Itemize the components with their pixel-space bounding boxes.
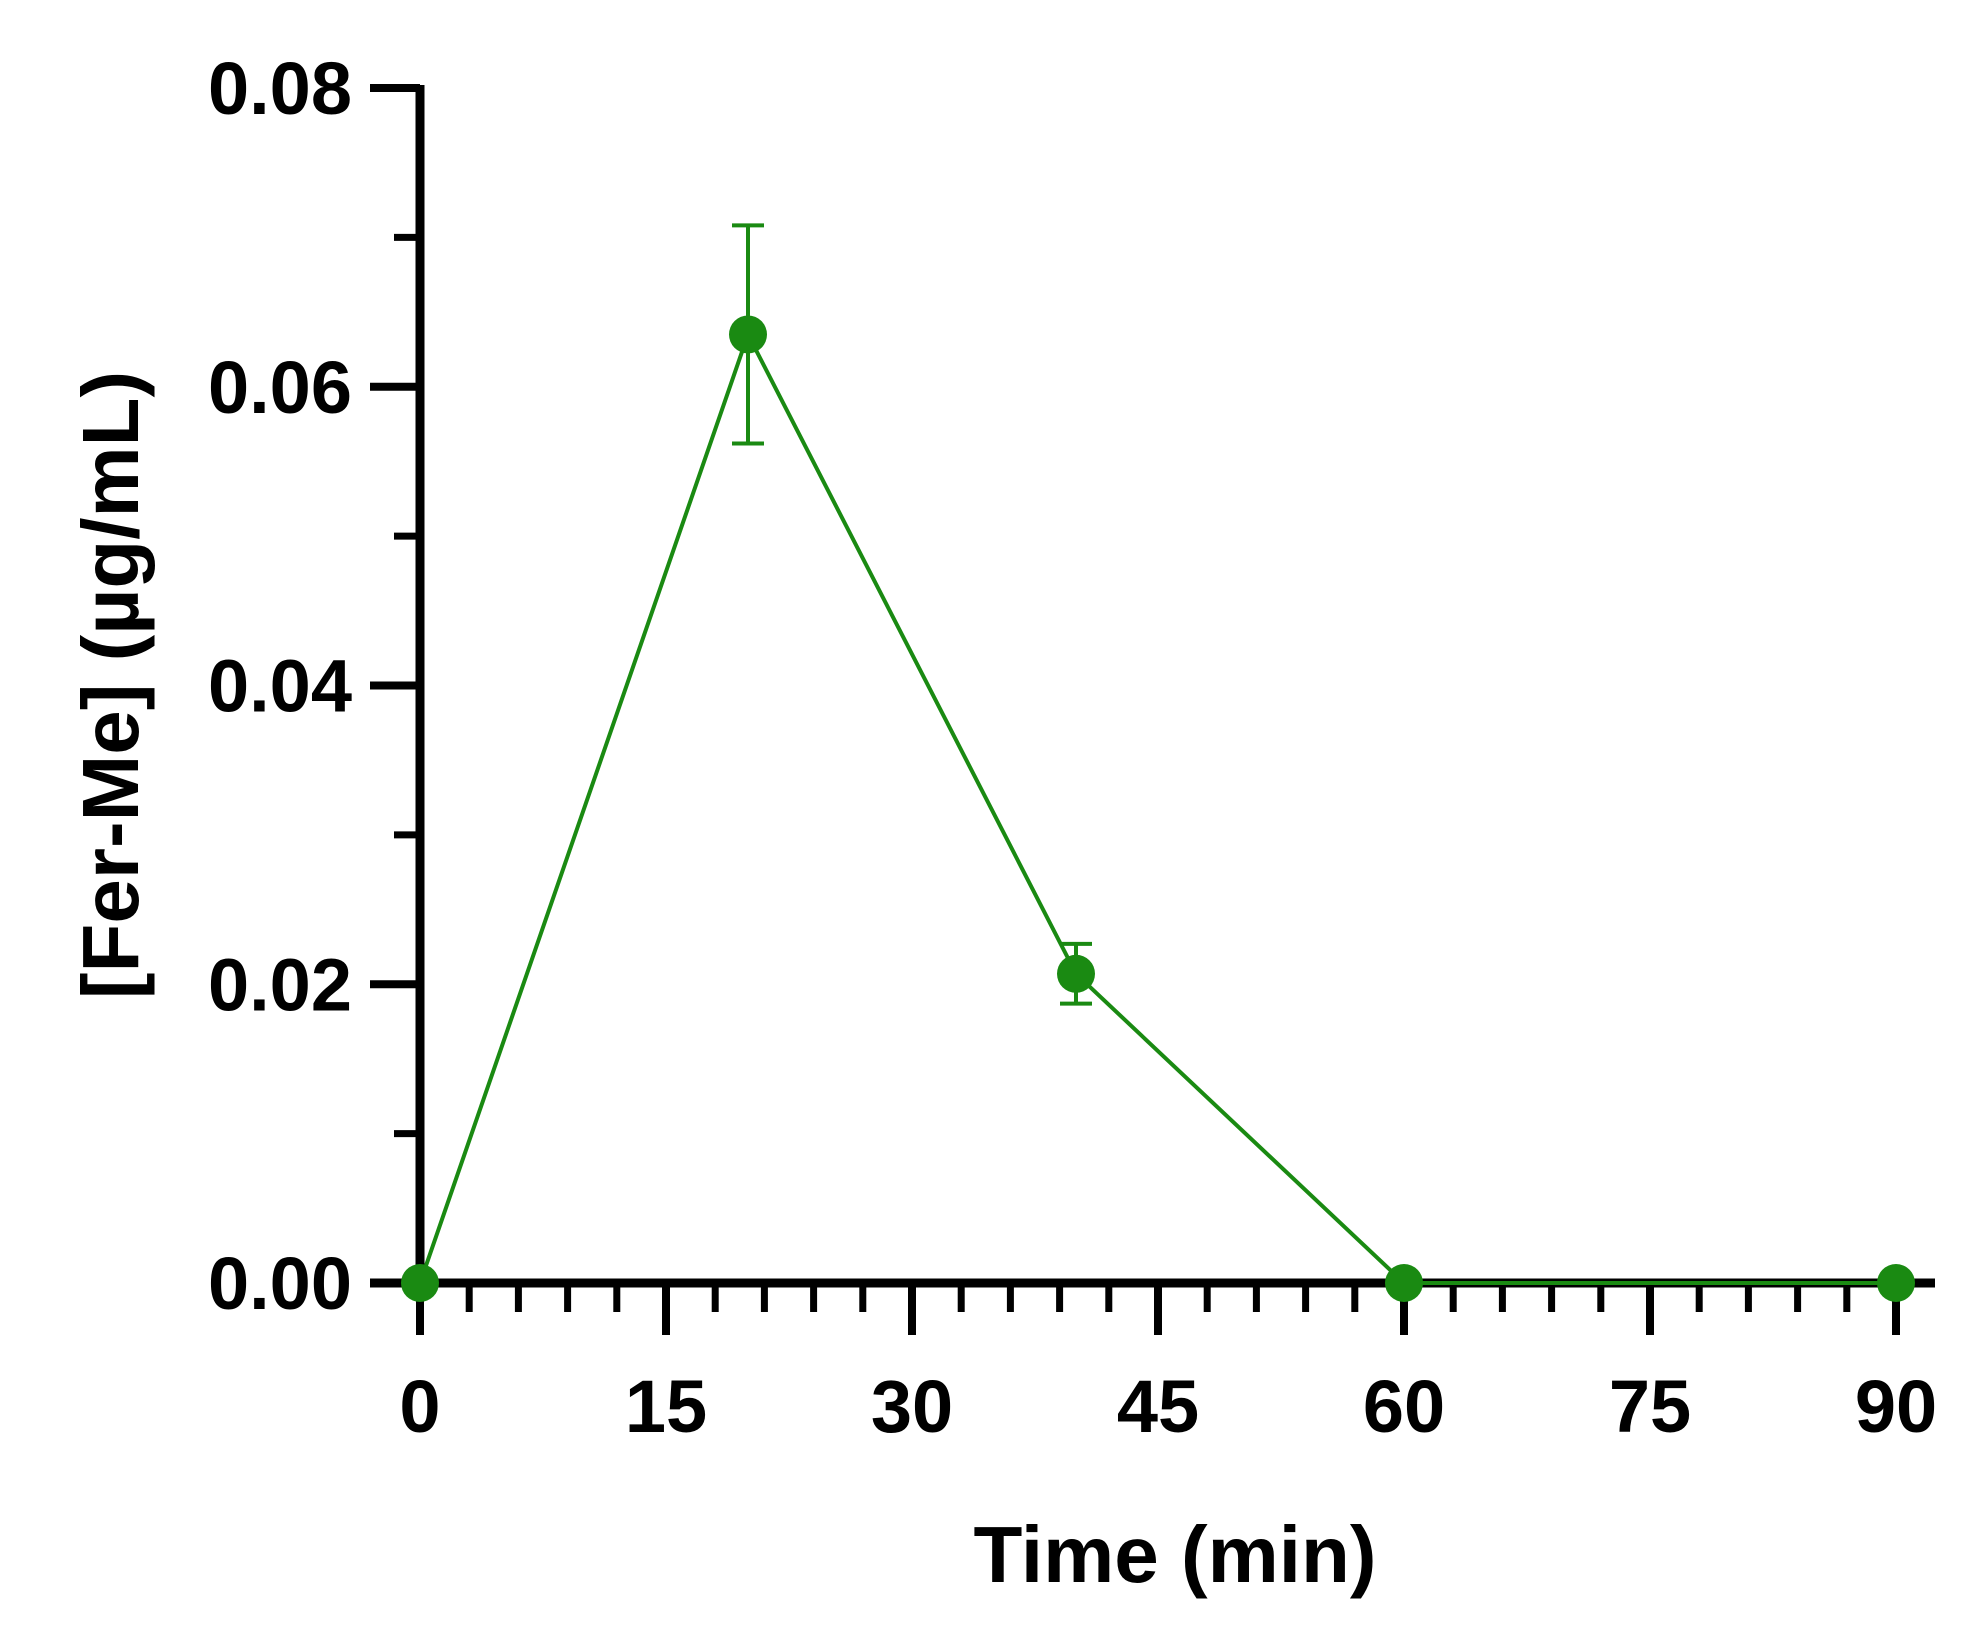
- x-tick-label: 90: [1855, 1365, 1937, 1448]
- y-tick-label: 0.04: [208, 645, 352, 728]
- x-tick-label: 15: [625, 1365, 707, 1448]
- data-point: [729, 315, 767, 354]
- x-tick-label: 30: [871, 1365, 953, 1448]
- y-tick-label: 0.08: [208, 47, 352, 130]
- x-tick-label: 45: [1117, 1365, 1199, 1448]
- x-tick-label: 0: [399, 1365, 440, 1448]
- series-line: [418, 329, 1896, 1285]
- y-tick-label: 0.00: [208, 1242, 352, 1325]
- x-axis-title: Time (min): [973, 1510, 1376, 1599]
- y-axis-title: [Fer-Me] (µg/mL): [66, 371, 155, 999]
- data-point: [1877, 1264, 1915, 1302]
- x-tick-label: 60: [1363, 1365, 1445, 1448]
- x-tick-label: 75: [1609, 1365, 1691, 1448]
- series-layer: [401, 223, 1915, 1302]
- data-point: [1385, 1264, 1423, 1302]
- axes: 0.00 0.02 0.04 0.06 0.08 0 15 30 45 60 75 90: [208, 47, 1937, 1448]
- data-point: [401, 1264, 439, 1302]
- data-point: [1057, 954, 1095, 993]
- y-tick-label: 0.06: [208, 346, 352, 429]
- y-tick-label: 0.02: [208, 943, 352, 1026]
